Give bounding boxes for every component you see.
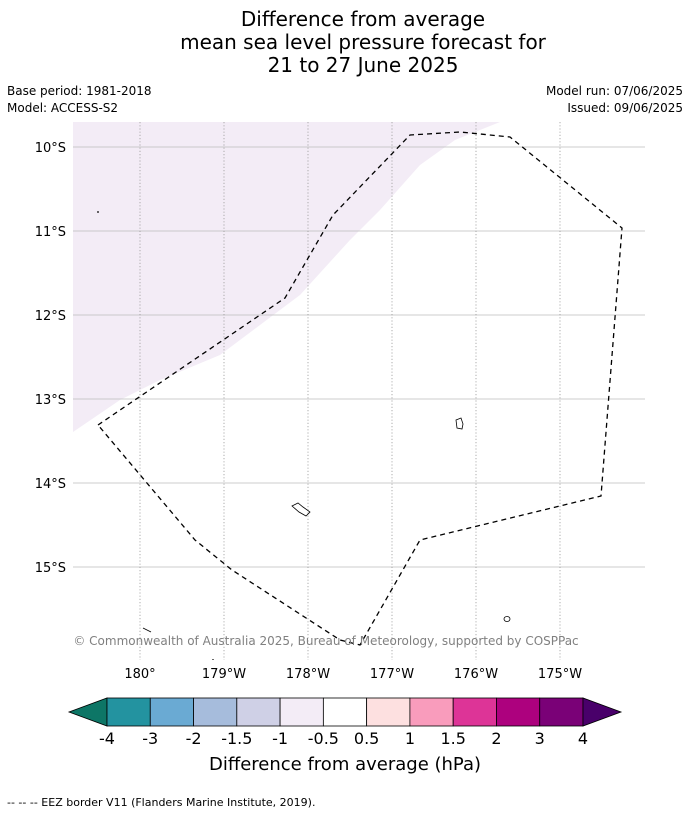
lat-label: 11°S xyxy=(35,225,66,240)
colorbar-extend-high xyxy=(582,697,623,727)
colorbar-segment xyxy=(452,697,497,727)
lon-label: 180° xyxy=(124,667,155,682)
colorbar-segment xyxy=(322,697,368,727)
colorbar-tick-label: 1.5 xyxy=(440,729,465,748)
colorbar-tick-label: 3 xyxy=(535,729,545,748)
colorbar-segment xyxy=(149,697,194,727)
colorbar-segment xyxy=(409,697,454,727)
model-run: Model run: 07/06/2025 xyxy=(545,84,683,98)
colorbar-tick-label: -1.5 xyxy=(221,729,252,748)
colorbar-segment xyxy=(366,697,411,727)
latitude-labels: 10°S 11°S 12°S 13°S 14°S 15°S xyxy=(35,141,66,576)
colorbar-segment xyxy=(106,697,151,727)
lon-label: 179°W xyxy=(202,667,246,682)
longitude-labels: 180° 179°W 178°W 177°W 176°W 175°W xyxy=(124,667,582,682)
title-line-3: 21 to 27 June 2025 xyxy=(267,53,459,77)
chart-title: Difference from average mean sea level p… xyxy=(0,8,690,77)
colorbar-tick-label: -2 xyxy=(186,729,202,748)
colorbar-segment xyxy=(539,697,584,727)
lon-label: 177°W xyxy=(370,667,414,682)
lon-label: 176°W xyxy=(454,667,498,682)
island-marker xyxy=(291,502,311,517)
eez-source-note: -- -- -- EEZ border V11 (Flanders Marine… xyxy=(7,796,316,809)
longitude-gridlines xyxy=(139,122,561,660)
lon-label: 175°W xyxy=(538,667,582,682)
colorbar-tick-label: -1 xyxy=(272,729,288,748)
title-line-1: Difference from average xyxy=(240,7,486,31)
colorbar-segment xyxy=(236,697,281,727)
colorbar-tick-label: -0.5 xyxy=(308,729,339,748)
island-marker xyxy=(455,417,464,430)
colorbar-segment xyxy=(193,697,238,727)
lat-label: 10°S xyxy=(35,141,66,156)
colorbar-tick-labels: -4 -3 -2 -1.5 -1 -0.5 0.5 1 1.5 2 3 4 xyxy=(99,729,588,748)
lon-label: 178°W xyxy=(286,667,330,682)
colorbar-tick-label: -4 xyxy=(99,729,115,748)
meta-right: Model run: 07/06/2025 Issued: 09/06/2025 xyxy=(546,83,683,117)
lat-label: 12°S xyxy=(35,309,66,324)
lat-label: 15°S xyxy=(35,561,66,576)
colorbar-extend-low xyxy=(67,697,108,727)
colorbar-tick-label: 2 xyxy=(491,729,501,748)
colorbar-tick-label: 1 xyxy=(405,729,415,748)
latitude-gridlines xyxy=(73,146,645,568)
eez-border xyxy=(97,131,623,646)
colorbar-segment xyxy=(279,697,324,727)
title-line-2: mean sea level pressure forecast for xyxy=(180,30,546,54)
colorbar-segment xyxy=(496,697,541,727)
colorbar-tick-label: 4 xyxy=(578,729,588,748)
colorbar-label: Difference from average (hPa) xyxy=(209,754,481,775)
island-marker xyxy=(97,211,99,213)
island-marker xyxy=(503,616,511,622)
copyright-notice: © Commonwealth of Australia 2025, Bureau… xyxy=(73,634,578,648)
base-period: Base period: 1981-2018 xyxy=(7,84,152,98)
colorbar-tick-label: 0.5 xyxy=(354,729,379,748)
lat-label: 13°S xyxy=(35,393,66,408)
colorbar-tick-label: -3 xyxy=(142,729,158,748)
pressure-anomaly-region xyxy=(73,122,500,432)
lat-label: 14°S xyxy=(35,477,66,492)
meta-left: Base period: 1981-2018 Model: ACCESS-S2 xyxy=(7,83,152,117)
map-area xyxy=(73,122,645,660)
issued-date: Issued: 09/06/2025 xyxy=(567,101,683,115)
colorbar xyxy=(67,697,623,727)
model-name: Model: ACCESS-S2 xyxy=(7,101,119,115)
island-marker xyxy=(212,659,214,660)
island-marker xyxy=(142,627,152,633)
